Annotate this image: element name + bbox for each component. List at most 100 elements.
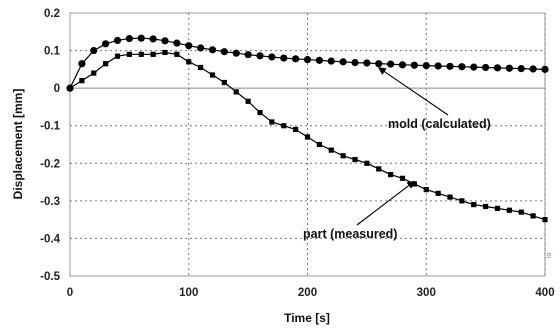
data-point	[410, 61, 418, 69]
data-point	[303, 55, 312, 64]
data-point	[126, 51, 132, 57]
data-point	[422, 62, 430, 70]
data-point	[257, 109, 263, 116]
data-point	[91, 70, 97, 76]
data-point	[376, 166, 382, 172]
y-tick-label: -0.4	[40, 233, 60, 245]
data-point	[79, 78, 85, 84]
y-tick-label: 0.2	[44, 8, 60, 20]
y-axis-title: Displacement [mm]	[11, 89, 25, 200]
data-point	[233, 89, 239, 95]
x-tick-label: 100	[179, 287, 198, 299]
x-tick-label: 300	[417, 287, 436, 299]
stray-mark: lo	[546, 252, 553, 258]
data-point	[137, 34, 145, 42]
data-point	[185, 42, 193, 50]
data-point	[471, 202, 477, 208]
data-point	[340, 153, 346, 159]
data-point	[114, 53, 121, 59]
data-point	[399, 175, 406, 181]
data-point	[388, 171, 394, 178]
data-point	[173, 39, 181, 47]
data-point	[232, 49, 240, 57]
data-point	[482, 63, 490, 72]
data-point	[364, 160, 370, 166]
data-point	[268, 53, 276, 61]
data-point	[244, 51, 252, 59]
data-point	[125, 34, 133, 43]
data-point	[517, 65, 525, 73]
data-point	[458, 63, 466, 71]
data-point	[174, 51, 180, 57]
data-point	[529, 65, 537, 73]
data-point	[351, 58, 359, 67]
data-point	[434, 62, 442, 70]
data-point	[542, 217, 548, 223]
data-point	[186, 59, 192, 65]
annotation-arrow	[377, 67, 449, 116]
data-point	[352, 156, 358, 163]
data-point	[327, 57, 335, 65]
data-point	[292, 55, 300, 63]
data-point	[541, 65, 549, 73]
annotation-arrow	[356, 180, 416, 226]
data-point	[280, 54, 288, 62]
data-point	[470, 63, 478, 71]
data-point	[304, 134, 311, 140]
data-point	[162, 49, 168, 56]
grid	[70, 13, 546, 276]
data-point	[197, 44, 205, 52]
x-tick-labels: 0 100 200 300 400	[67, 287, 555, 299]
data-point	[198, 64, 204, 71]
y-tick-label: 0	[54, 83, 60, 95]
y-tick-label: -0.5	[40, 271, 60, 283]
data-point	[506, 207, 512, 213]
data-point	[138, 51, 144, 57]
data-point	[78, 60, 86, 68]
data-point	[102, 40, 110, 48]
y-tick-label: -0.3	[40, 196, 60, 208]
data-point	[293, 126, 299, 133]
data-point	[493, 64, 502, 72]
y-tick-label: 0.1	[44, 46, 61, 58]
data-point	[103, 61, 109, 67]
data-point	[459, 198, 465, 204]
x-tick-label: 200	[298, 287, 317, 299]
annotation-layer: mold (calculated) part (measured)	[303, 67, 491, 241]
data-point	[208, 46, 217, 54]
series-mold	[66, 34, 549, 92]
data-point	[494, 205, 501, 211]
data-point	[363, 59, 371, 67]
data-point	[220, 48, 228, 56]
data-point	[67, 85, 73, 91]
data-point	[221, 79, 227, 86]
x-tick-label: 0	[67, 287, 73, 299]
data-point	[398, 61, 407, 69]
data-point	[209, 72, 216, 78]
data-point	[161, 37, 169, 45]
data-point	[435, 190, 441, 196]
data-point	[423, 186, 429, 193]
data-point	[269, 119, 275, 125]
x-axis-title: Time [s]	[284, 311, 330, 325]
y-tick-label: -0.2	[40, 158, 60, 170]
data-point	[245, 98, 251, 104]
data-point	[483, 203, 489, 210]
data-point	[113, 36, 122, 45]
data-point	[256, 52, 264, 60]
data-point	[447, 194, 453, 200]
y-tick-label: -0.1	[40, 121, 60, 133]
data-point	[339, 58, 347, 66]
data-point	[530, 213, 536, 219]
data-point	[446, 62, 454, 70]
data-point	[328, 147, 334, 153]
series-part	[67, 49, 548, 223]
data-point	[518, 209, 524, 215]
series-layer	[66, 34, 549, 223]
data-point	[149, 35, 157, 43]
data-point	[375, 60, 383, 68]
x-tick-label: 400	[535, 287, 554, 299]
y-tick-labels: 0.2 0.1 0 -0.1 -0.2 -0.3 -0.4 -0.5	[40, 8, 60, 283]
annotation-label: mold (calculated)	[388, 117, 491, 131]
data-point	[315, 56, 323, 64]
